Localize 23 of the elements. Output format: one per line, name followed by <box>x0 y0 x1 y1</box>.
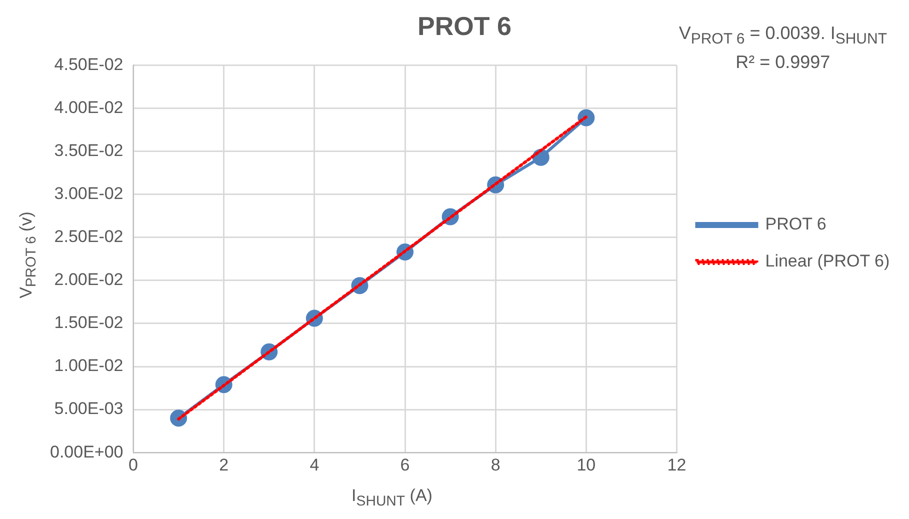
x-tick-label: 10 <box>576 455 596 474</box>
x-axis-title: I$_{SHUNT}$ (A) <box>352 486 432 510</box>
y-tick-label: 3.50E-02 <box>54 140 124 160</box>
x-tick-label: 4 <box>310 455 320 474</box>
legend-label: Linear (PROT 6) <box>765 252 890 271</box>
y-tick-label: 2.50E-02 <box>54 227 124 246</box>
x-tick-label: 8 <box>490 455 500 474</box>
x-tick-label: 12 <box>667 455 686 474</box>
text: R² = 0.9997 <box>736 52 830 72</box>
x-tick-label: 2 <box>219 455 229 474</box>
y-tick-label: 5.00E-03 <box>54 399 124 418</box>
y-tick-label: 1.50E-02 <box>54 313 124 332</box>
x-tick-label: 6 <box>400 455 410 474</box>
legend-label: PROT 6 <box>765 214 826 234</box>
y-tick-label: 0.00E+00 <box>50 442 124 462</box>
x-tick-label: 0 <box>128 455 138 474</box>
y-tick-label: 3.00E-02 <box>54 184 124 204</box>
y-tick-label: 4.00E-02 <box>54 98 124 117</box>
y-tick-label: 4.50E-02 <box>54 54 124 74</box>
y-tick-label: 2.00E-02 <box>54 270 124 290</box>
text: V$_{PROT 6}$ = 0.0039. I$_{SHUNT}$ <box>678 23 887 48</box>
chart-title: PROT 6 <box>418 10 512 41</box>
y-tick-label: 1.00E-02 <box>54 356 124 376</box>
